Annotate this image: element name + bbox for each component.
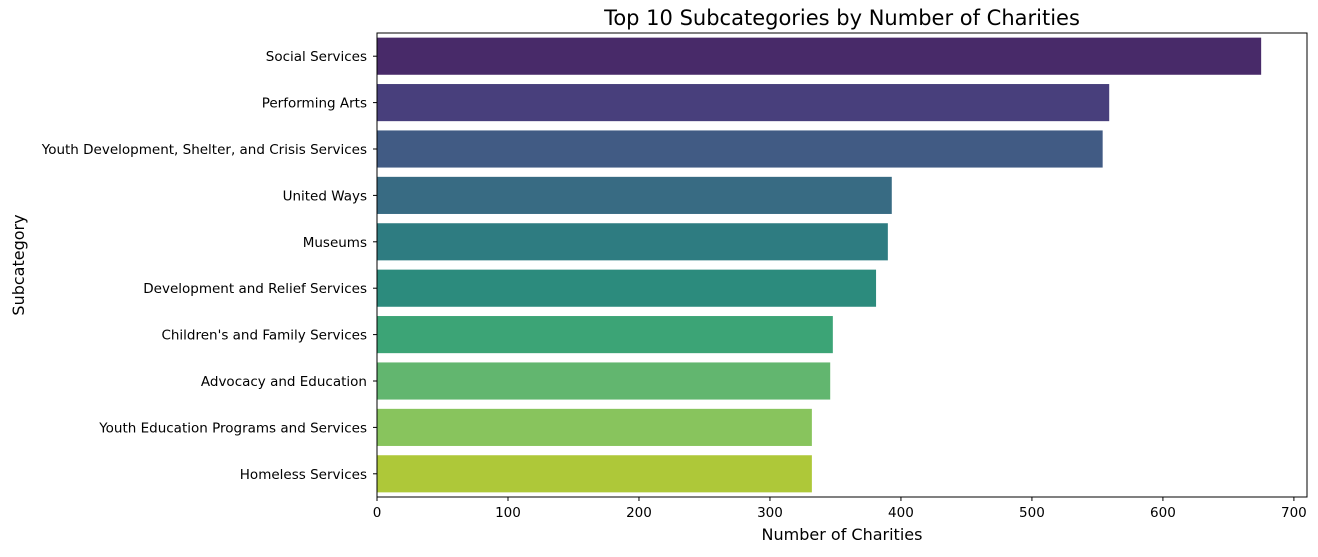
y-tick-labels: Social Services Performing Arts Youth Deve… xyxy=(41,49,377,483)
bars-layer xyxy=(377,37,1262,493)
x-tick-label: 0 xyxy=(373,505,382,521)
y-tick-label: Social Services xyxy=(266,49,367,65)
x-tick-label: 600 xyxy=(1150,505,1176,521)
bar xyxy=(377,84,1110,122)
bar xyxy=(377,269,877,307)
bar xyxy=(377,316,833,354)
x-tick-label: 700 xyxy=(1281,505,1307,521)
bar xyxy=(377,362,831,400)
x-tick-label: 300 xyxy=(757,505,783,521)
x-tick-label: 500 xyxy=(1019,505,1045,521)
bar xyxy=(377,455,812,493)
y-tick-label: Advocacy and Education xyxy=(201,374,367,390)
bar xyxy=(377,176,892,214)
x-tick-label: 200 xyxy=(626,505,652,521)
x-axis-label: Number of Charities xyxy=(762,525,923,544)
bar xyxy=(377,37,1262,75)
x-tick-label: 100 xyxy=(495,505,521,521)
y-axis-label: Subcategory xyxy=(9,214,28,315)
y-tick-label: Children's and Family Services xyxy=(161,328,367,344)
y-tick-label: Performing Arts xyxy=(262,96,367,112)
chart-title: Top 10 Subcategories by Number of Charit… xyxy=(603,6,1080,30)
y-tick-label: United Ways xyxy=(283,188,367,204)
x-tick-label: 400 xyxy=(888,505,914,521)
x-tick-labels: 0 100 200 300 400 500 600 700 xyxy=(373,497,1307,521)
y-tick-label: Youth Development, Shelter, and Crisis S… xyxy=(41,142,367,158)
y-tick-label: Development and Relief Services xyxy=(143,281,367,297)
bar xyxy=(377,223,888,261)
plot-frame xyxy=(376,32,1308,498)
bar xyxy=(377,130,1103,168)
bar xyxy=(377,408,812,446)
y-tick-label: Museums xyxy=(303,235,367,251)
y-tick-label: Homeless Services xyxy=(240,467,367,483)
y-tick-label: Youth Education Programs and Services xyxy=(98,420,367,436)
